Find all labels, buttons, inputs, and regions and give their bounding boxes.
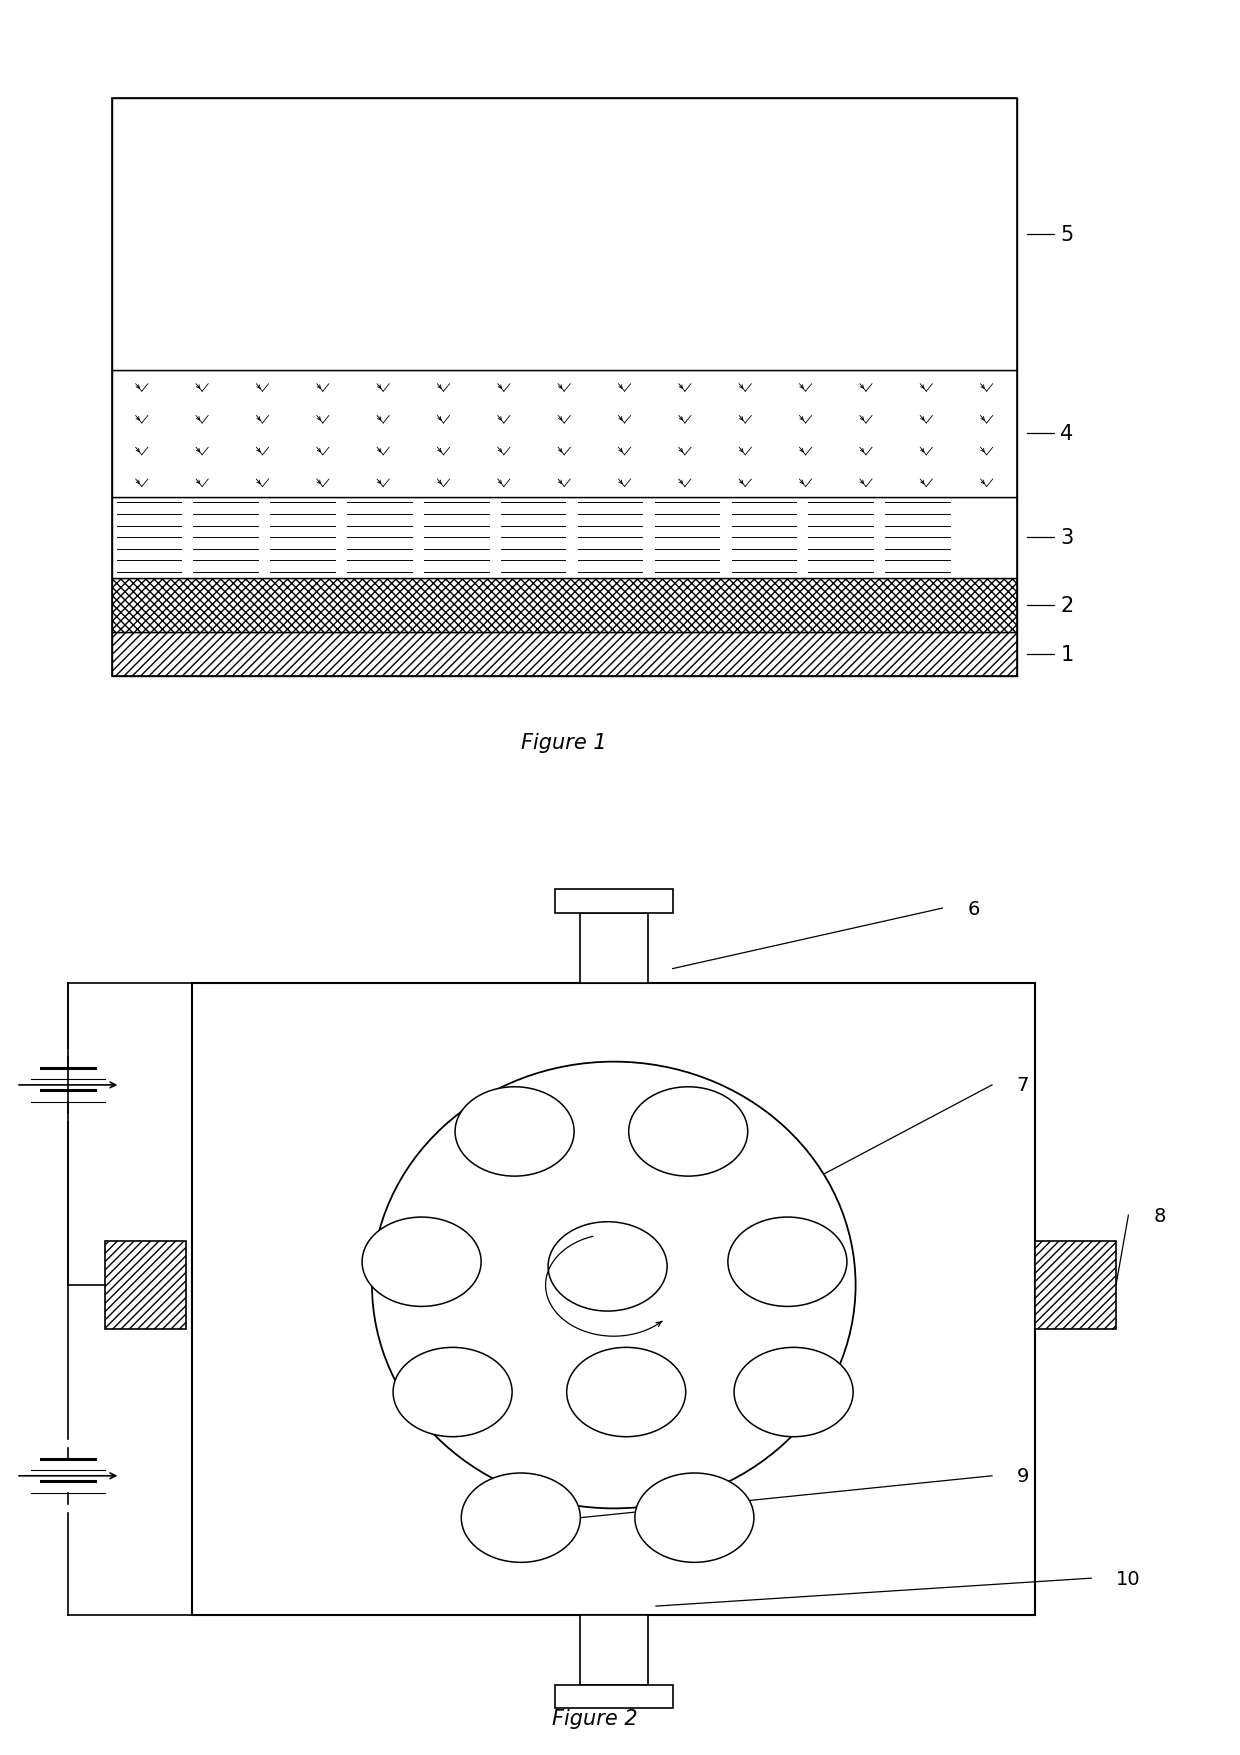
Text: 1: 1 [1060,644,1074,665]
Bar [579,1615,647,1685]
Text: 3: 3 [1060,528,1074,548]
Ellipse shape [635,1472,754,1562]
Bar [1035,1241,1116,1330]
Bar [112,370,1017,497]
Bar [105,1241,186,1330]
Ellipse shape [455,1086,574,1176]
Text: 6: 6 [967,899,980,918]
Ellipse shape [548,1221,667,1311]
Text: 7: 7 [1017,1076,1029,1095]
Bar [192,983,1035,1615]
Text: 4: 4 [1060,425,1074,444]
Ellipse shape [734,1348,853,1437]
Ellipse shape [372,1062,856,1509]
Ellipse shape [728,1218,847,1307]
Ellipse shape [629,1086,748,1176]
Text: 8: 8 [1153,1206,1166,1225]
Ellipse shape [461,1472,580,1562]
Text: Figure 2: Figure 2 [552,1708,639,1727]
Bar [112,98,1017,676]
Text: 5: 5 [1060,225,1074,244]
Text: 2: 2 [1060,595,1074,616]
Bar [556,890,672,913]
Text: 10: 10 [1116,1569,1141,1588]
Ellipse shape [567,1348,686,1437]
Bar [556,1685,672,1709]
Ellipse shape [393,1348,512,1437]
Bar [112,98,1017,370]
Ellipse shape [362,1218,481,1307]
Bar [579,913,647,983]
Bar [112,497,1017,577]
Bar [112,634,1017,676]
Bar [112,577,1017,634]
Text: Figure 1: Figure 1 [521,732,608,753]
Text: 9: 9 [1017,1467,1029,1485]
